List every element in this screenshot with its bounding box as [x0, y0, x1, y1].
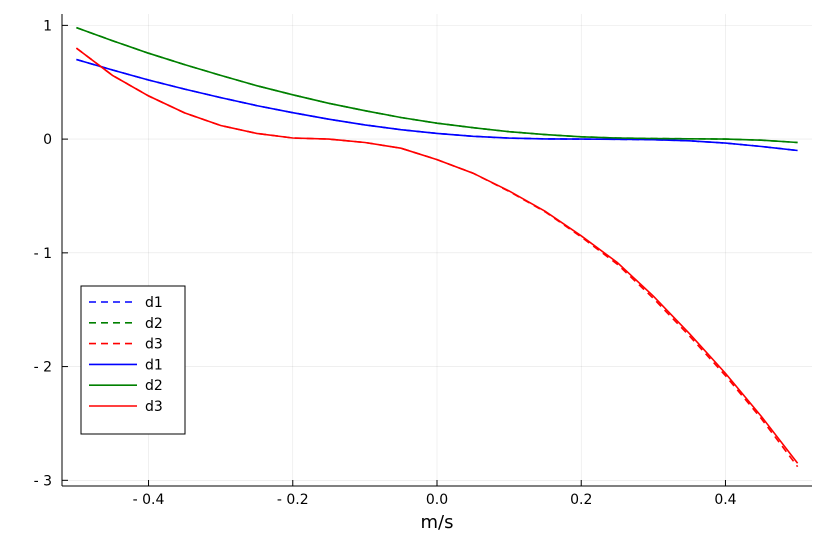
y-tick-label: - 2	[34, 360, 52, 376]
series-line-6	[75, 47, 799, 464]
y-tick-label: 0	[43, 132, 52, 148]
legend-label: d2	[145, 316, 163, 332]
tick-labels: - 0.4 - 0.2 0.0 0.2 0.4 1 0 - 1 - 2 - 3	[34, 18, 737, 508]
x-tick-label: 0.4	[714, 492, 736, 508]
legend-label: d3	[145, 337, 163, 353]
series-line-4	[76, 58, 798, 152]
x-tick-label: - 0.2	[277, 492, 309, 508]
series-lines	[75, 26, 799, 468]
axes	[61, 14, 812, 487]
legend-label: d1	[145, 357, 163, 373]
legend: d1 d2 d3 d1 d2 d3	[80, 285, 186, 435]
legend-label: d1	[145, 295, 163, 311]
legend-box	[80, 285, 186, 435]
y-tick-label: 1	[43, 18, 52, 34]
x-tick-label: 0.0	[426, 492, 448, 508]
legend-label: d3	[145, 399, 163, 415]
legend-label: d2	[145, 378, 163, 394]
x-tick-label: - 0.4	[133, 492, 165, 508]
x-tick-label: 0.2	[570, 492, 592, 508]
grid-lines	[62, 14, 812, 486]
y-tick-label: - 1	[34, 246, 52, 262]
series-line-5	[76, 26, 798, 144]
x-axis-label: m/s	[421, 512, 454, 533]
y-tick-label: - 3	[34, 473, 52, 489]
